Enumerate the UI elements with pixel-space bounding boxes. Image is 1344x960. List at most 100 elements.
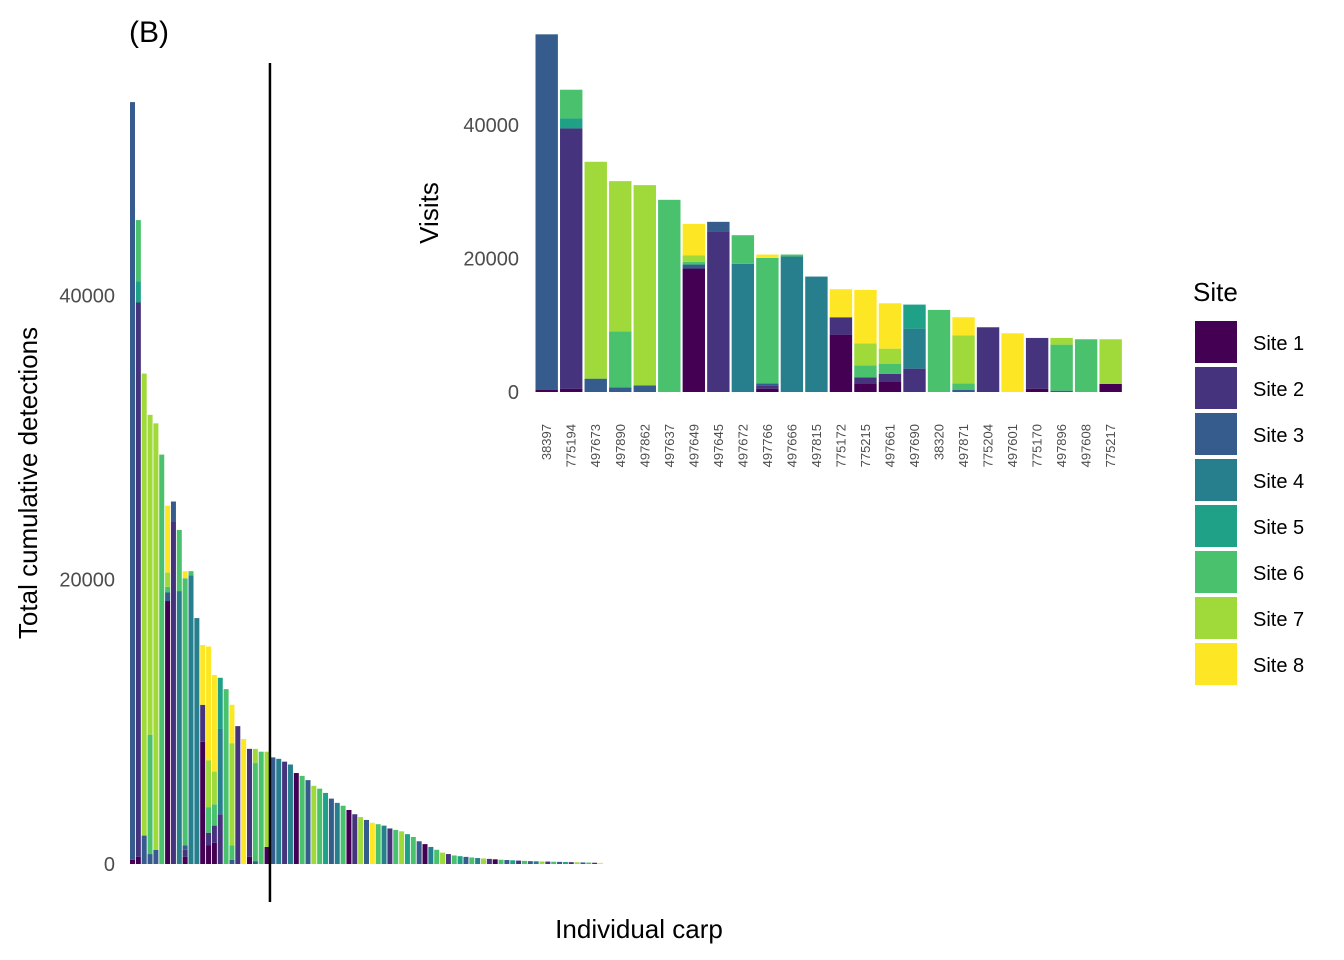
- inset-bar-497766-site-8: [756, 254, 779, 258]
- main-y-ticks: 0 20000 40000: [59, 285, 115, 876]
- main-bar-56-site-6: [451, 855, 457, 864]
- main-y-tick-label: 0: [104, 854, 115, 876]
- main-bar-58-site-3: [463, 856, 469, 864]
- inset-x-tick-label: 497601: [1005, 424, 1020, 467]
- main-bar-50-site-3: [416, 841, 422, 864]
- main-bar-65-site-3: [504, 860, 510, 864]
- inset-bars: [535, 34, 1122, 392]
- legend-swatch-site-6: [1193, 549, 1239, 595]
- main-bar-3-site-3: [141, 835, 147, 864]
- main-bar-53-site-6: [434, 849, 440, 864]
- inset-bar-497766-site-1: [756, 388, 779, 392]
- main-bar-46-site-6: [393, 829, 399, 864]
- main-bar-41-site-3: [364, 819, 369, 864]
- legend-swatch-site-4: [1193, 457, 1239, 503]
- main-bar-11-site-6: [188, 571, 194, 576]
- main-bar-7-site-7: [165, 572, 171, 587]
- main-bar-1-site-1: [130, 859, 135, 864]
- inset-y-tick-label: 40000: [463, 115, 519, 137]
- inset-bar-497673-site-7: [584, 161, 607, 379]
- main-bar-42-site-8: [369, 822, 375, 864]
- main-bar-7-site-6: [165, 586, 171, 593]
- inset-bar-497815-site-4: [805, 276, 828, 392]
- inset-x-tick-label: 497608: [1079, 424, 1094, 467]
- main-y-tick-label: 40000: [59, 285, 115, 307]
- legend-swatch-site-2: [1193, 365, 1239, 411]
- main-bar-11-site-4: [188, 575, 194, 864]
- inset-x-tick-label: 497673: [588, 424, 603, 467]
- main-bar-15-site-8: [211, 674, 217, 772]
- inset-x-tick-label: 497815: [809, 424, 824, 467]
- inset-x-tick-label: 38320: [932, 424, 947, 460]
- legend-swatch-site-1: [1193, 319, 1239, 365]
- inset-x-tick-label: 775170: [1030, 424, 1045, 467]
- inset-x-ticks: 38397 775194 497673 497890 497862 497637 49764…: [539, 424, 1118, 467]
- inset-bar-497766-site-6: [756, 257, 779, 384]
- main-bar-12-site-4: [194, 618, 200, 864]
- main-bar-24-site-7: [264, 751, 270, 847]
- main-bar-10-site-2: [182, 849, 188, 857]
- inset-bar-497649-site-7: [682, 255, 706, 262]
- main-bar-9-site-6: [176, 529, 182, 592]
- inset-x-tick-label: 775194: [564, 424, 579, 467]
- inset-bar-497896-site-7: [1050, 337, 1073, 345]
- main-bar-60-site-4: [475, 858, 481, 864]
- main-bar-17-site-6: [223, 689, 229, 864]
- main-bar-8-site-3: [170, 501, 176, 522]
- main-bar-16-site-4: [217, 728, 223, 815]
- main-bar-5-site-3: [153, 849, 159, 864]
- main-bar-76-site-2: [568, 862, 574, 864]
- main-bar-14-site-7: [206, 760, 212, 808]
- inset-bar-497672-site-6: [731, 235, 755, 264]
- inset-y-axis-title: Visits: [414, 182, 444, 244]
- main-bar-69-site-3: [527, 861, 533, 864]
- inset-bar-497666-site-6: [780, 254, 804, 257]
- main-bar-44-site-4: [381, 825, 387, 864]
- inset-bar-775217-site-7: [1099, 339, 1122, 384]
- main-bar-29-site-1: [293, 773, 299, 864]
- main-bar-19-site-2: [235, 726, 241, 864]
- main-bar-14-site-2: [206, 832, 212, 846]
- inset-bar-775194-site-2: [560, 128, 583, 389]
- legend-label-site-5: Site 5: [1253, 517, 1304, 539]
- main-bar-81-site-8: [598, 862, 603, 864]
- main-bar-49-site-6: [410, 836, 416, 864]
- inset-bar-497649-site-3: [682, 264, 706, 269]
- main-bar-15-site-1: [211, 842, 217, 864]
- main-bar-16-site-2: [217, 814, 223, 864]
- inset-bar-497871-site-3: [952, 390, 975, 392]
- legend-items: Site 1 Site 2 Site 3 Site 4 Site 5 Site 6 Site…: [1193, 319, 1304, 687]
- main-bar-74-site-3: [557, 861, 563, 864]
- main-bar-20-site-8: [241, 738, 247, 864]
- main-bar-10-site-3: [182, 845, 188, 850]
- main-bar-10-site-8: [182, 571, 188, 579]
- inset-chart: 0 20000 40000 38397 775194 497673 497890 49786…: [414, 34, 1122, 467]
- legend-swatch-site-8: [1193, 641, 1239, 687]
- main-bar-4-site-3: [147, 854, 153, 864]
- inset-bar-775204-site-2: [976, 327, 1000, 392]
- inset-x-tick-label: 497766: [760, 424, 775, 467]
- legend-label-site-3: Site 3: [1253, 425, 1304, 447]
- main-bar-55-site-2: [445, 854, 451, 864]
- main-bar-79-site-6: [586, 862, 592, 864]
- main-bar-18-site-7: [229, 743, 235, 846]
- main-bar-16-site-5: [217, 677, 223, 729]
- main-bar-66-site-5: [510, 860, 516, 864]
- inset-bar-497649-site-1: [682, 268, 706, 392]
- inset-bar-775215-site-7: [854, 343, 877, 366]
- main-bar-73-site-6: [551, 861, 557, 864]
- inset-bar-775172-site-2: [829, 317, 853, 335]
- main-bar-7-site-3: [165, 592, 171, 602]
- inset-bar-775194-site-1: [560, 388, 583, 392]
- inset-x-tick-label: 497896: [1054, 424, 1069, 467]
- inset-bar-775170-site-1: [1025, 388, 1049, 392]
- inset-x-tick-label: 775172: [833, 424, 848, 467]
- main-bar-21-site-1: [247, 856, 252, 864]
- inset-x-tick-label: 497862: [637, 424, 652, 467]
- inset-bar-497871-site-8: [952, 317, 975, 336]
- inset-bar-497862-site-3: [633, 385, 656, 392]
- inset-bar-497661-site-2: [878, 373, 902, 382]
- main-bar-38-site-1: [346, 809, 352, 864]
- main-x-axis-title: Individual carp: [555, 914, 723, 944]
- main-bar-32-site-7: [311, 785, 317, 864]
